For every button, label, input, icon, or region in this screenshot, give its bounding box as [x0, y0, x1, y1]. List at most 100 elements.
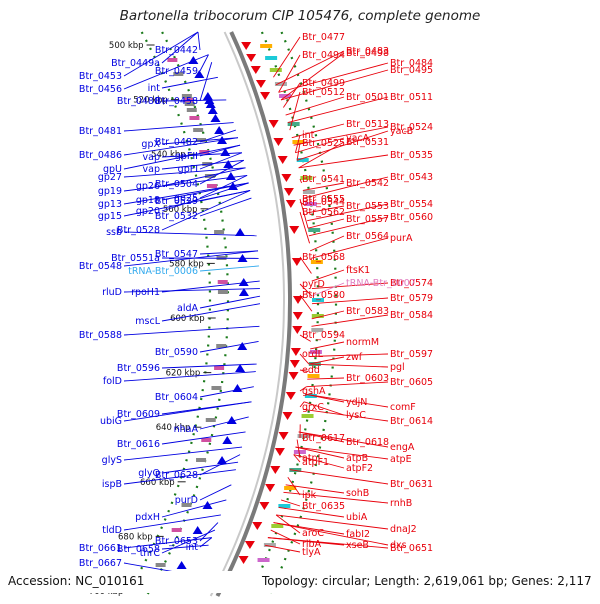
forward-gene-arrow	[265, 484, 275, 492]
reverse-gene-arrow	[193, 526, 203, 534]
forward-gene-arrow	[256, 80, 266, 88]
reverse-gene-arrow	[217, 456, 227, 464]
genome-summary-text: Topology: circular; Length: 2,619,061 bp…	[262, 574, 592, 588]
reverse-gene-block	[187, 108, 197, 112]
gene-leader-line	[310, 236, 344, 251]
reverse-gene-block	[218, 290, 228, 294]
gene-label: Btr_0568	[302, 252, 345, 263]
forward-gene-arrow	[284, 188, 294, 196]
gene-label: Btr_0541	[302, 174, 345, 185]
forward-gene-arrow	[278, 156, 288, 164]
reverse-gene-block	[196, 458, 206, 462]
gene-label: tldD	[102, 525, 122, 536]
gene-label: Btr_0498	[346, 48, 389, 59]
forward-gene-arrow	[292, 326, 302, 334]
forward-gene-arrow	[270, 466, 280, 474]
forward-gene-block	[265, 56, 277, 60]
gene-label: int	[186, 542, 199, 553]
gene-label: Btr_0590	[155, 347, 198, 358]
reverse-gene-arrow	[226, 172, 236, 180]
gene-label: Btr_0555	[302, 194, 345, 205]
gene-label: tRNA-Btr_0006	[128, 266, 198, 277]
gene-leader-line	[200, 485, 231, 500]
forward-gene-block	[260, 44, 272, 48]
gene-label: Btr_0579	[390, 293, 433, 304]
gene-label: Btr_0449a	[111, 58, 160, 69]
reverse-gene-arrow	[210, 114, 220, 122]
gene-label: purD	[175, 495, 198, 506]
gene-label: comF	[390, 402, 416, 413]
forward-gene-arrow	[286, 392, 296, 400]
gene-label: Btr_0548	[79, 261, 122, 272]
forward-gene-arrow	[251, 66, 261, 74]
gene-label: Btr_0661	[79, 543, 122, 554]
reverse-gene-arrow	[237, 342, 247, 350]
gene-label: ubiG	[100, 416, 122, 427]
gene-label: gpX	[141, 139, 160, 150]
gene-label: Btr_0609	[117, 409, 160, 420]
forward-gene-block	[271, 524, 283, 528]
gene-label: Btr_0658	[117, 544, 160, 555]
gene-label: Btr_0564	[346, 231, 389, 242]
gene-label: Btr_0486	[79, 150, 122, 161]
forward-gene-block	[308, 228, 320, 232]
gene-label: Btr_0542	[346, 178, 389, 189]
gene-label: pyrD	[302, 279, 325, 290]
gene-leader-line	[279, 55, 300, 92]
forward-gene-arrow	[289, 372, 299, 380]
gene-label: Btr_0531	[346, 137, 389, 148]
forward-gene-arrow	[269, 120, 279, 128]
gene-label: Btr_0535	[390, 150, 433, 161]
genome-backbone	[217, 32, 290, 596]
gene-label: ubiA	[346, 512, 368, 523]
gene-leader-line	[273, 37, 300, 77]
forward-gene-block	[258, 558, 270, 562]
gene-label: int	[148, 83, 161, 94]
reverse-gene-block	[211, 386, 221, 390]
gene-label: Btr_0588	[79, 330, 122, 341]
gene-leader-line	[200, 296, 260, 308]
genome-backbone-inner	[211, 32, 284, 596]
gene-label: gp19	[98, 186, 122, 197]
gene-leader-line	[162, 462, 238, 473]
forward-gene-arrow	[246, 54, 256, 62]
reverse-gene-block	[201, 438, 211, 442]
gene-leader-line	[299, 155, 388, 168]
forward-gene-arrow	[291, 348, 301, 356]
gene-label: Btr_0495	[390, 65, 433, 76]
reverse-gene-arrow	[222, 436, 232, 444]
reverse-gene-block	[172, 528, 182, 532]
gene-label: Btr_0635	[302, 501, 345, 512]
gene-leader-line	[276, 515, 388, 529]
reverse-gene-block	[193, 128, 203, 132]
gene-label: nhaA	[174, 424, 199, 435]
gene-leader-line	[273, 523, 388, 545]
gene-label: gp27	[98, 172, 122, 183]
forward-gene-arrow	[259, 502, 269, 510]
ruler-label: 500 kbp	[109, 41, 144, 51]
forward-gene-arrow	[275, 448, 285, 456]
gene-label: Btr_0525	[302, 138, 345, 149]
reverse-gene-arrow	[188, 56, 198, 64]
gene-label: Btr_0480	[117, 96, 160, 107]
gene-label: glyQ	[138, 468, 160, 479]
gene-leader-line	[200, 198, 251, 216]
gene-label: Btr_0543	[390, 172, 433, 183]
gene-label: ordL	[302, 349, 324, 360]
gene-label: Btr_0651	[390, 543, 433, 554]
reverse-gene-block	[218, 280, 228, 284]
forward-gene-block	[302, 414, 314, 418]
gene-label: tlyA	[302, 547, 321, 558]
gene-label: tRNA-Btr_0007	[346, 278, 416, 289]
forward-gene-arrow	[292, 258, 302, 266]
reverse-gene-block	[207, 184, 217, 188]
gene-label: yacB	[390, 126, 413, 137]
gene-label: rluD	[102, 287, 122, 298]
gene-label: Btr_0553	[346, 201, 389, 212]
gene-leader-line	[271, 530, 300, 544]
gene-label: atpE	[390, 454, 412, 465]
gene-label: Btr_0512	[302, 87, 345, 98]
reverse-gene-block	[214, 230, 224, 234]
reverse-gene-block	[156, 563, 166, 567]
